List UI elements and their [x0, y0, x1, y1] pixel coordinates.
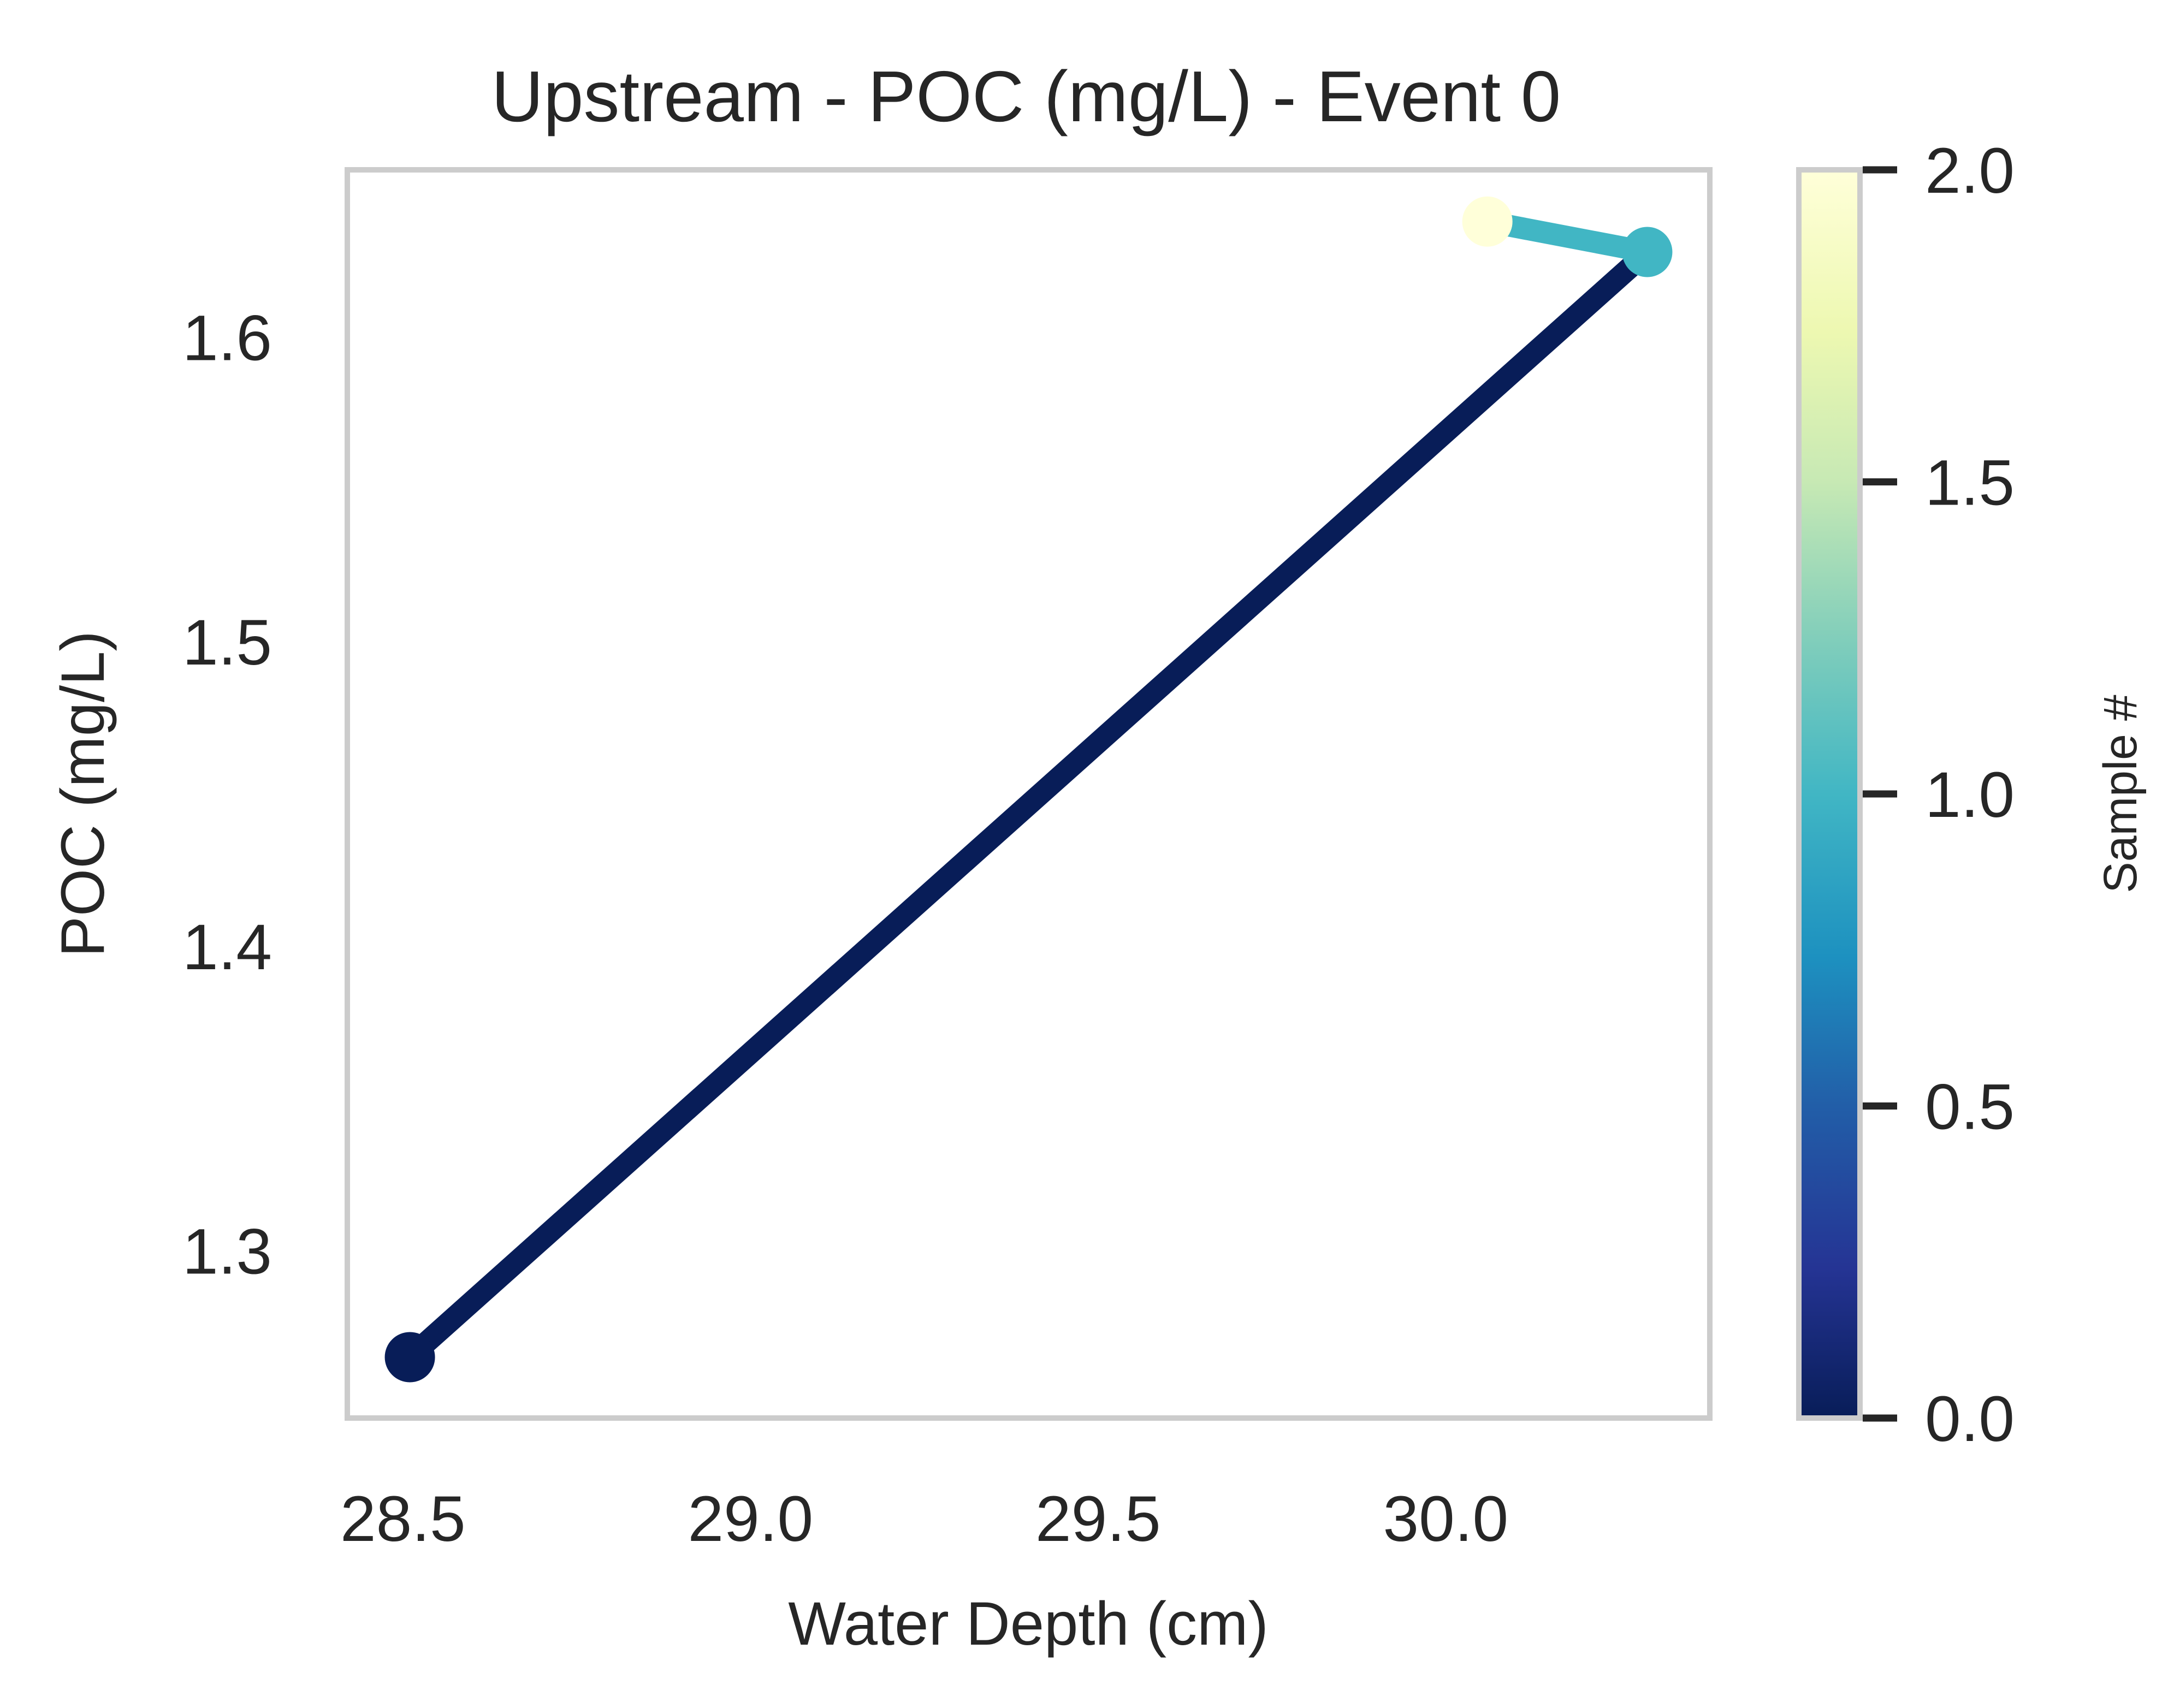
y-axis-ticks: 1.3 1.4 1.5 1.6 [182, 303, 272, 1288]
colorbar-tick-label: 1.0 [1925, 759, 2015, 831]
chart-title: Upstream - POC (mg/L) - Event 0 [491, 56, 1561, 137]
x-axis-label: Water Depth (cm) [788, 1590, 1269, 1658]
x-tick-label: 29.0 [688, 1483, 813, 1555]
colorbar-tick-label: 1.5 [1925, 447, 2015, 519]
colorbar-label: Sample # [2094, 695, 2147, 893]
x-axis-ticks: 28.5 29.0 29.5 30.0 [340, 1483, 1508, 1555]
series-segment [1485, 211, 1650, 263]
data-point [1622, 227, 1673, 277]
y-axis-label: POC (mg/L) [49, 631, 117, 957]
y-tick-label: 1.3 [182, 1215, 272, 1288]
data-point [1462, 196, 1513, 247]
colorbar-ticks: 0.0 0.5 1.0 1.5 2.0 [1863, 135, 2015, 1455]
y-tick-label: 1.6 [182, 303, 272, 375]
data-point [384, 1332, 435, 1383]
series-segment [402, 244, 1655, 1366]
x-tick-label: 30.0 [1383, 1483, 1508, 1555]
y-tick-label: 1.4 [182, 911, 272, 983]
series-layer [402, 211, 1655, 1366]
colorbar-tick-label: 0.5 [1925, 1071, 2015, 1143]
colorbar-tick-label: 0.0 [1925, 1383, 2015, 1455]
y-tick-label: 1.5 [182, 607, 272, 679]
x-tick-label: 29.5 [1035, 1483, 1161, 1555]
x-tick-label: 28.5 [340, 1483, 466, 1555]
colorbar-tick-label: 2.0 [1925, 135, 2015, 207]
points-layer [384, 196, 1673, 1383]
colorbar [1796, 167, 1863, 1421]
